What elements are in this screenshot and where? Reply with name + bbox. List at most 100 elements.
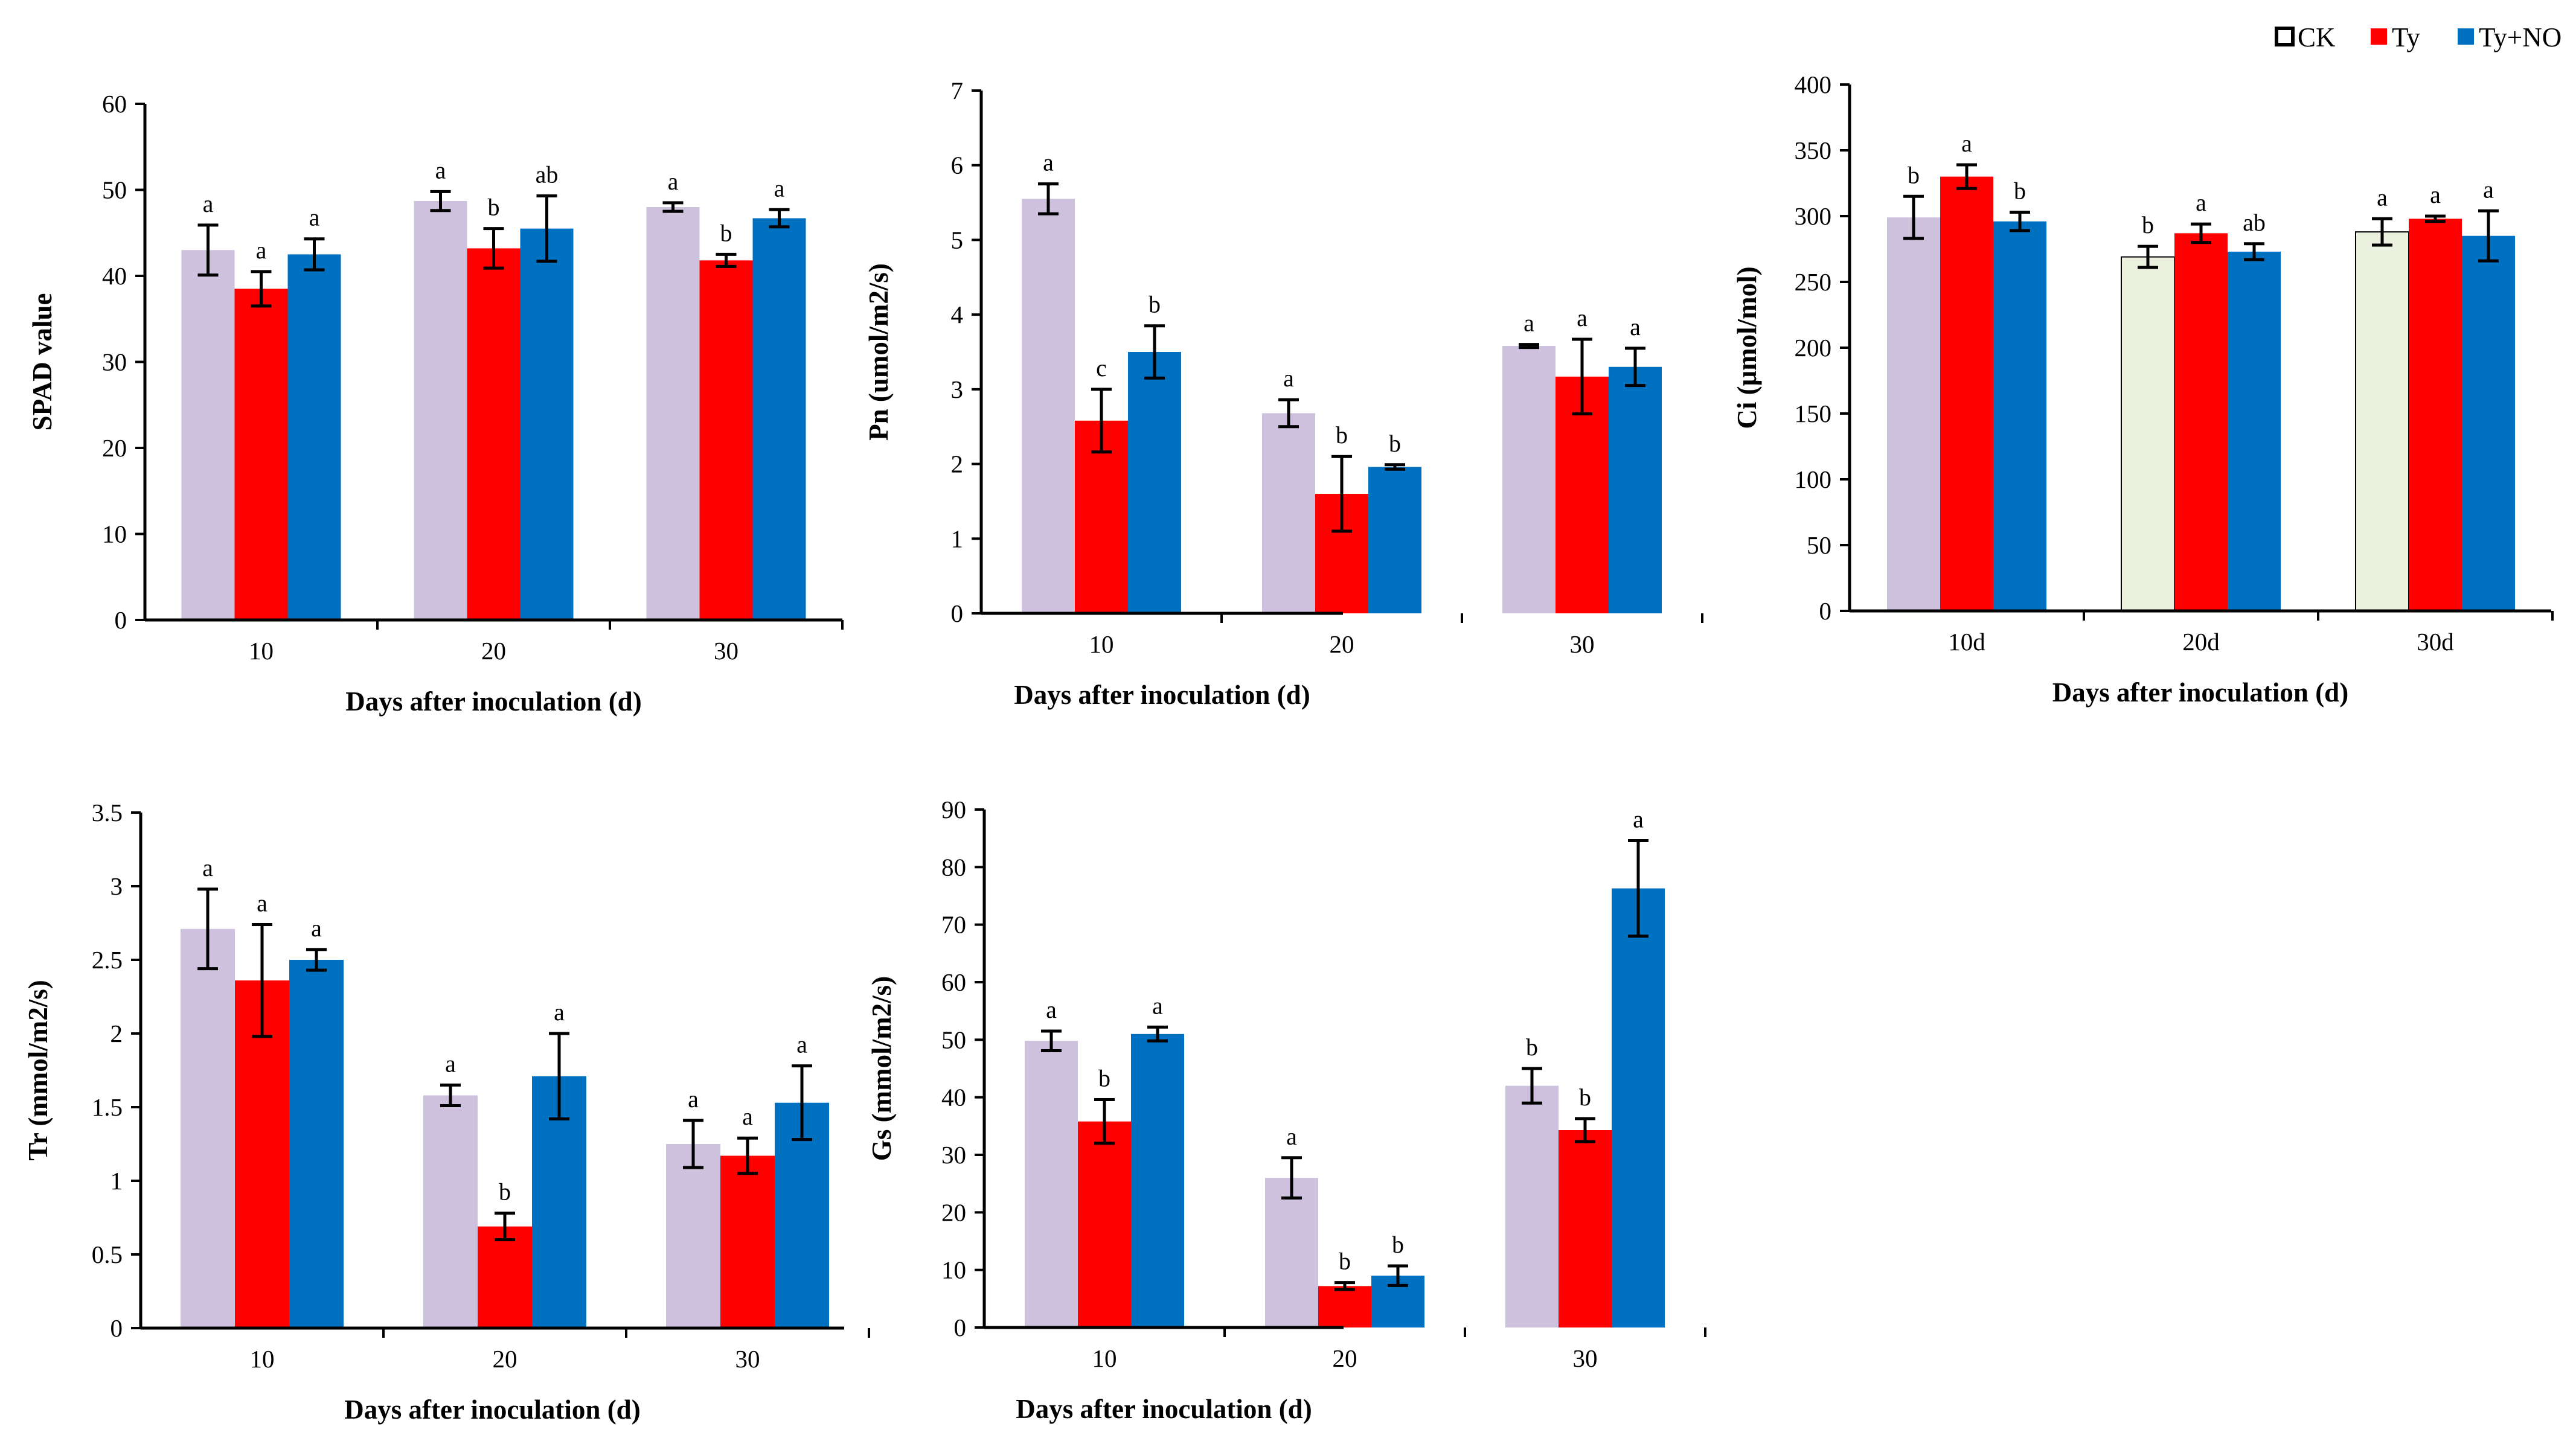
bar-CK-20 [414, 201, 467, 620]
bar-Ty+NO-30d [2462, 235, 2515, 611]
bar-CK-20 [1265, 1178, 1318, 1327]
significance-letter-Ty+NO-20d: ab [2243, 209, 2266, 236]
significance-letter-CK-30: b [1526, 1033, 1538, 1061]
y-tick-label: 50 [102, 176, 127, 204]
significance-letter-Ty+NO-10: a [1152, 992, 1163, 1019]
bar-Ty+NO-10 [1131, 1033, 1184, 1327]
legend-label-ck: CK [2298, 22, 2336, 53]
bar-Ty+NO-10d [1993, 221, 2046, 612]
significance-letter-CK-20: a [1283, 365, 1294, 392]
significance-letter-Ty-10: b [1098, 1064, 1110, 1091]
significance-letter-Ty+NO-30: a [796, 1031, 807, 1058]
x-tick-label: 30 [1570, 630, 1595, 658]
bar-CK-30 [666, 1144, 720, 1328]
bar-Ty+NO-10 [287, 254, 341, 620]
legend: CK Ty Ty+NO [2275, 22, 2562, 53]
y-tick-label: 40 [102, 262, 127, 290]
y-tick-label: 150 [1795, 400, 1832, 427]
significance-letter-Ty-20d: a [2196, 189, 2206, 216]
x-axis-title: Days after inoculation (d) [2052, 677, 2348, 708]
bar-CK-10 [181, 928, 235, 1328]
significance-letter-CK-30: a [668, 168, 679, 195]
significance-letter-Ty+NO-20: ab [536, 161, 559, 188]
bar-Ty-30 [1559, 1130, 1612, 1327]
y-tick-label: 350 [1795, 136, 1832, 164]
y-tick-label: 4 [951, 301, 964, 328]
y-tick-label: 20 [941, 1198, 966, 1226]
bar-Ty-20d [2174, 233, 2228, 612]
x-tick-label: 20 [493, 1345, 517, 1373]
x-axis-title: Days after inoculation (d) [344, 1394, 640, 1425]
x-tick-label: 30d [2417, 628, 2454, 656]
y-tick-label: 50 [941, 1026, 966, 1053]
bar-CK-20 [423, 1095, 478, 1328]
bar-Ty+NO-10 [1128, 352, 1181, 613]
bar-Ty-10 [234, 289, 288, 620]
significance-letter-Ty-10d: a [1961, 130, 1972, 157]
bar-Ty+NO-20d [2228, 251, 2281, 611]
significance-letter-Ty-30: a [742, 1103, 753, 1130]
y-tick-label: 200 [1795, 334, 1832, 362]
y-tick-label: 100 [1795, 465, 1832, 493]
significance-letter-Ty+NO-10: b [1149, 291, 1161, 318]
y-tick-label: 2.5 [92, 946, 123, 974]
x-tick-label: 30 [714, 637, 739, 665]
y-tick-label: 1.5 [92, 1093, 123, 1121]
significance-letter-CK-10: a [1046, 996, 1057, 1023]
y-axis-title: Tr (mmol/m2/s) [23, 980, 53, 1161]
significance-letter-Ty-30: b [1579, 1084, 1591, 1111]
significance-letter-Ty+NO-10: a [311, 915, 322, 942]
y-tick-label: 0 [954, 1314, 967, 1341]
y-tick-label: 80 [941, 853, 966, 881]
bar-CK-10d [1887, 217, 1940, 611]
bar-Ty-20 [478, 1226, 532, 1328]
x-tick-label: 30 [1573, 1344, 1598, 1372]
x-axis-title: Days after inoculation (d) [345, 686, 641, 717]
y-tick-label: 70 [941, 911, 966, 939]
y-tick-label: 0 [115, 606, 127, 634]
significance-letter-Ty+NO-10d: b [2014, 177, 2026, 204]
significance-letter-Ty+NO-10: a [309, 204, 320, 231]
y-tick-label: 30 [941, 1141, 966, 1169]
chart-gs: a b a 10 a b b 20 b b a 30 0 10 20 30 40 50 60 70 80 90 Days a… [867, 796, 1706, 1424]
legend-swatch-tyno [2458, 28, 2474, 45]
bar-Ty-10d [1940, 176, 1993, 612]
significance-letter-CK-10: a [203, 190, 214, 217]
bar-Ty-10 [1078, 1121, 1131, 1327]
significance-letter-Ty+NO-20: b [1389, 430, 1401, 457]
y-tick-label: 10 [941, 1256, 966, 1284]
bar-Ty+NO-20 [520, 228, 574, 620]
significance-letter-CK-20: a [435, 156, 446, 184]
legend-label-ty: Ty [2392, 22, 2420, 53]
x-tick-label: 10 [250, 1345, 275, 1373]
y-tick-label: 30 [102, 348, 127, 376]
significance-letter-Ty-10: a [257, 889, 268, 916]
significance-letter-Ty-10: c [1096, 354, 1107, 382]
x-tick-label: 20d [2182, 628, 2220, 656]
bar-CK-30 [646, 207, 700, 620]
significance-letter-Ty-20: b [1336, 421, 1348, 449]
significance-letter-Ty+NO-30: a [1630, 313, 1641, 340]
chart-pn: a c b 10 a b b 20 a a a 30 0 1 2 3 4 5 6 7 Days after inocul… [863, 77, 1703, 710]
significance-letter-CK-30: a [1523, 310, 1534, 337]
y-tick-label: 20 [102, 434, 127, 462]
y-axis-title: Gs (mmol/m2/s) [867, 976, 897, 1161]
significance-letter-CK-30d: a [2377, 184, 2388, 211]
significance-letter-Ty+NO-30d: a [2483, 176, 2494, 203]
bar-CK-20d [2121, 256, 2175, 612]
y-tick-label: 3 [951, 375, 964, 403]
bar-CK-30d [2355, 231, 2409, 612]
bar-CK-30 [1505, 1085, 1559, 1327]
bar-Ty-30 [699, 260, 753, 621]
y-tick-label: 0 [951, 599, 964, 627]
y-tick-label: 250 [1795, 268, 1832, 296]
significance-letter-CK-20: a [445, 1050, 456, 1077]
x-axis-title: Days after inoculation (d) [1014, 680, 1310, 710]
y-tick-label: 5 [951, 226, 964, 254]
y-axis-title: Pn (umol/m2/s) [863, 263, 894, 441]
y-axis-title: SPAD value [27, 293, 57, 431]
significance-letter-CK-30: a [688, 1085, 699, 1113]
